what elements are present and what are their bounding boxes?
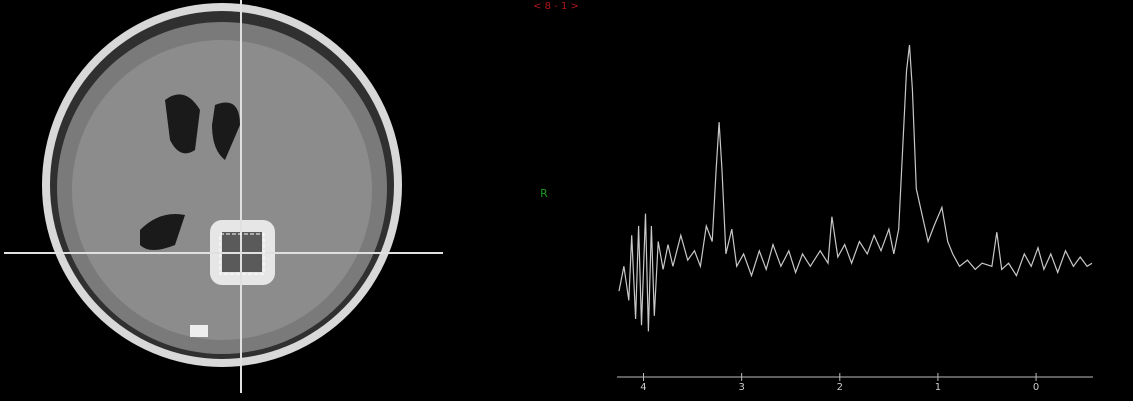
viewer: < 8 - 1 > R 4 3 2 1 0: [0, 0, 1133, 401]
x-tick-label: 3: [738, 382, 744, 393]
x-tick-label: 1: [935, 382, 941, 393]
x-tick-label: 2: [837, 382, 843, 393]
orientation-marker: R: [540, 187, 548, 200]
mri-image: [42, 3, 402, 367]
series-label: < 8 - 1 >: [533, 1, 579, 12]
x-tick-label: 4: [640, 382, 646, 393]
x-tick-label: 0: [1033, 382, 1039, 393]
